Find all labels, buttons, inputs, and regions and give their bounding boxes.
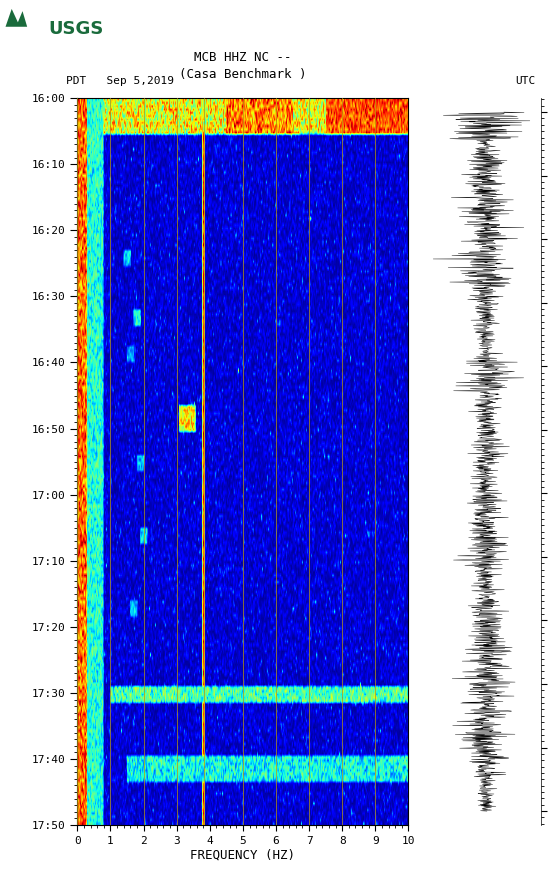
Text: PDT   Sep 5,2019: PDT Sep 5,2019 [66,76,174,87]
X-axis label: FREQUENCY (HZ): FREQUENCY (HZ) [190,848,295,862]
Polygon shape [6,9,33,27]
Text: (Casa Benchmark ): (Casa Benchmark ) [179,68,306,80]
Text: USGS: USGS [48,20,103,38]
Text: UTC: UTC [515,76,535,87]
Text: MCB HHZ NC --: MCB HHZ NC -- [194,52,291,64]
